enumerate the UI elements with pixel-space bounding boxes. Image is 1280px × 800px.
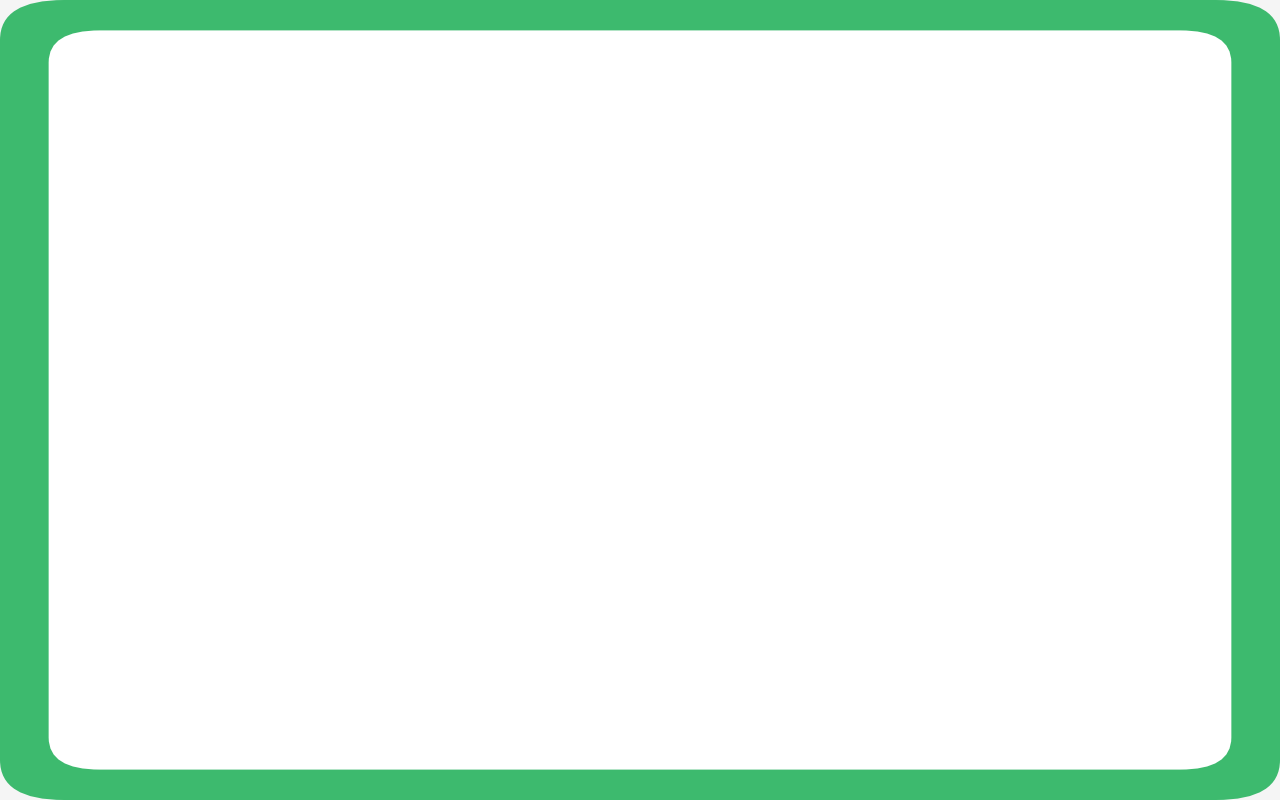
Text: P2 - 75 Mb: P2 - 75 Mb (314, 582, 447, 606)
Text: 125 Mb: 125 Mb (632, 254, 709, 274)
Text: 75 Mb: 75 Mb (503, 254, 567, 274)
Bar (756, 287, 858, 370)
Text: 75 Mb: 75 Mb (774, 254, 840, 274)
Text: Partition into: Partition into (314, 518, 474, 542)
Text: P5 - 125 Mb: P5 - 125 Mb (314, 678, 463, 702)
Text: P4 - 75 Mb: P4 - 75 Mb (314, 646, 447, 670)
Bar (484, 287, 586, 370)
Bar (314, 287, 484, 370)
Text: 500Mb: 500Mb (602, 438, 723, 469)
Text: 125 Mb: 125 Mb (904, 254, 982, 274)
Text: 125 Mb: 125 Mb (360, 254, 438, 274)
Bar (586, 287, 756, 370)
Text: Partition Allocation Method in OS: Partition Allocation Method in OS (264, 142, 1048, 185)
Text: P3 - 125 Mb: P3 - 125 Mb (314, 614, 463, 638)
Text: P1 - 125Mb: P1 - 125Mb (314, 550, 454, 574)
Bar (858, 287, 1028, 370)
